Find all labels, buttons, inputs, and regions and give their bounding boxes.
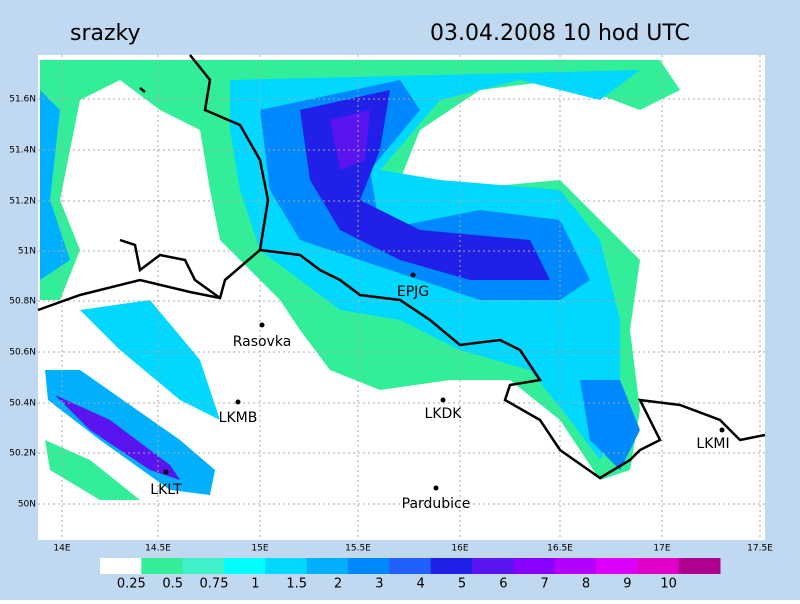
lon-label: 14.5E xyxy=(145,544,171,554)
lat-label: 50.6N xyxy=(9,348,36,358)
colorbar-box xyxy=(513,558,556,574)
colorbar-label: 2 xyxy=(334,577,342,592)
colorbar-box xyxy=(596,558,638,574)
lon-label: 16E xyxy=(451,544,468,554)
colorbar-label: 1.5 xyxy=(286,577,307,592)
colorbar-label: 0.5 xyxy=(162,577,183,592)
colorbar-box xyxy=(265,558,308,574)
datetime: 03.04.2008 10 hod UTC xyxy=(430,21,690,46)
axis-labels: 51.6N 51.4N 51.2N 51N 50.8N 50.6N 50.4N 50.2N 50… xyxy=(9,95,773,554)
colorbar-label: 7 xyxy=(541,577,549,592)
title: srazky xyxy=(70,21,141,46)
station-label: LKLT xyxy=(150,482,182,498)
lon-label: 15.5E xyxy=(345,544,371,554)
lon-label: 15E xyxy=(251,544,268,554)
lat-label: 50N xyxy=(18,500,36,510)
station-dot xyxy=(163,469,169,475)
lat-label: 50.4N xyxy=(9,399,36,409)
lon-label: 17.5E xyxy=(747,544,773,554)
station-label: LKMB xyxy=(219,410,258,426)
lat-label: 51.4N xyxy=(9,146,36,156)
lat-label: 50.2N xyxy=(9,449,36,459)
precipitation-field xyxy=(40,60,680,500)
borders xyxy=(37,54,766,480)
border-line xyxy=(119,238,221,300)
station-dot xyxy=(259,322,265,328)
colorbar-box xyxy=(182,558,225,574)
colorbar-label: 5 xyxy=(458,577,466,592)
border-line xyxy=(139,87,146,93)
colorbar-box xyxy=(430,558,473,574)
lat-label: 50.8N xyxy=(9,297,36,307)
colorbar: 0.25 0.5 0.75 1 1.5 2 3 4 5 6 7 8 9 10 xyxy=(100,558,721,592)
colorbar-box xyxy=(637,558,680,574)
colorbar-box xyxy=(348,558,390,574)
station-label: LKDK xyxy=(425,406,463,422)
station-dot xyxy=(440,397,446,403)
colorbar-label: 4 xyxy=(417,577,425,592)
colorbar-box xyxy=(100,558,142,574)
colorbar-label: 10 xyxy=(660,577,677,592)
colorbar-label: 0.75 xyxy=(200,577,229,592)
border-line xyxy=(259,248,766,480)
lat-label: 51.6N xyxy=(9,95,36,105)
station-label: EPJG xyxy=(397,284,429,300)
field-band-1 xyxy=(45,370,215,495)
colorbar-box xyxy=(678,558,721,574)
station-dot xyxy=(433,485,439,491)
station-dot xyxy=(410,272,416,278)
station-label: Pardubice xyxy=(402,496,471,512)
lat-label: 51N xyxy=(18,247,36,257)
lon-label: 16.5E xyxy=(547,544,573,554)
field-band-4 xyxy=(45,440,140,500)
colorbar-label: 1 xyxy=(251,577,259,592)
colorbar-label: 3 xyxy=(375,577,383,592)
colorbar-label: 8 xyxy=(582,577,590,592)
colorbar-box xyxy=(141,558,184,574)
stations: EPJG Rasovka LKMB LKDK LKMI LKLT Pardubice xyxy=(150,272,730,512)
lon-label: 14E xyxy=(53,544,70,554)
lon-label: 17E xyxy=(653,544,670,554)
station-label: Rasovka xyxy=(233,334,292,350)
field-band-3 xyxy=(80,300,220,420)
lat-label: 51.2N xyxy=(9,197,36,207)
map-area xyxy=(37,54,766,540)
field-level-6 xyxy=(330,110,370,170)
station-label: LKMI xyxy=(696,436,729,452)
grid xyxy=(38,55,765,540)
station-dot xyxy=(719,427,725,433)
colorbar-label: 0.25 xyxy=(117,577,146,592)
colorbar-box xyxy=(224,558,266,574)
colorbar-box xyxy=(306,558,349,574)
colorbar-label: 9 xyxy=(623,577,631,592)
colorbar-box xyxy=(472,558,514,574)
colorbar-box xyxy=(389,558,432,574)
field-level-2 xyxy=(40,90,70,280)
colorbar-label: 6 xyxy=(499,577,507,592)
field-band-2 xyxy=(55,395,180,480)
station-dot xyxy=(235,399,241,405)
colorbar-box xyxy=(554,558,597,574)
